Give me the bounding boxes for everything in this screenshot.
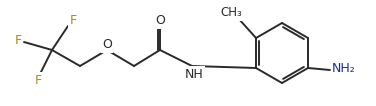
Text: F: F — [70, 15, 77, 27]
Text: NH: NH — [185, 68, 203, 80]
Text: F: F — [35, 73, 42, 86]
Text: O: O — [155, 15, 165, 27]
Text: NH₂: NH₂ — [332, 63, 356, 75]
Text: CH₃: CH₃ — [220, 6, 242, 20]
Text: F: F — [14, 34, 21, 47]
Text: O: O — [102, 38, 112, 52]
